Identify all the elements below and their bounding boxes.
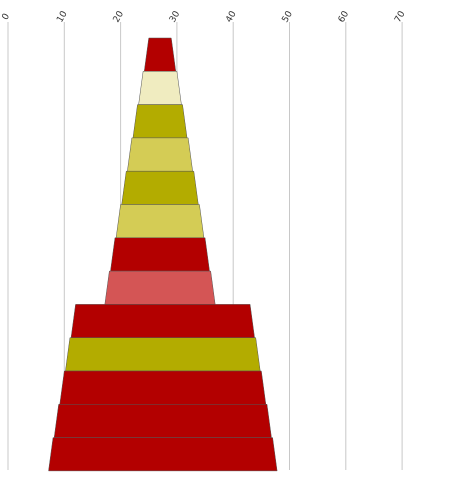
funnel-segment-9 [70, 304, 255, 338]
funnel-segment-5 [121, 170, 199, 205]
x-tick-label: 30 [168, 9, 183, 24]
x-tick-label: 40 [224, 9, 239, 24]
x-tick-label: 60 [337, 9, 352, 24]
x-tick-label: 20 [112, 9, 127, 24]
funnel-segment-2 [138, 71, 182, 105]
funnel-segment-8 [104, 270, 216, 305]
x-tick-label: 0 [1, 12, 13, 22]
funnel-segment-4 [127, 137, 193, 172]
x-tick-label: 10 [55, 9, 70, 24]
funnel-segment-1 [143, 37, 177, 72]
funnel-segment-3 [132, 104, 188, 139]
x-tick-label: 70 [393, 9, 408, 24]
funnel-segment-12 [53, 404, 272, 438]
funnel-segments [48, 37, 278, 472]
x-tick-label: 50 [281, 9, 296, 24]
funnel-segment-7 [110, 237, 210, 272]
x-tick-labels: 0 10 20 30 40 50 60 70 [1, 9, 408, 24]
funnel-segment-11 [59, 370, 267, 405]
funnel-segment-13 [48, 437, 278, 472]
funnel-segment-6 [115, 204, 205, 239]
funnel-segment-10 [65, 337, 261, 372]
